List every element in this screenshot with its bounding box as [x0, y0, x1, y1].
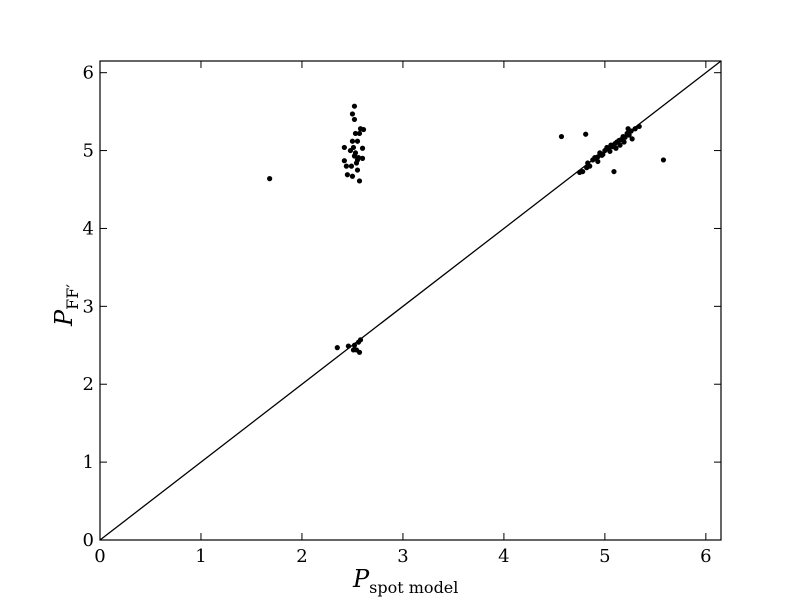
data-point-13 — [347, 147, 354, 154]
data-point-21 — [343, 163, 349, 169]
data-point-69 — [592, 154, 598, 161]
data-point-20 — [353, 160, 360, 166]
x-tick-label-6: 6 — [700, 546, 711, 567]
data-points — [267, 103, 667, 355]
data-point-8 — [349, 138, 356, 144]
y-axis-label: PFF′ — [50, 284, 82, 327]
data-point-29 — [351, 342, 358, 348]
data-point-65 — [629, 136, 635, 142]
data-point-17 — [359, 155, 366, 161]
data-point-6 — [352, 130, 359, 137]
y-tick-label-0: 0 — [83, 530, 94, 551]
y-axis-ticks: 0 1 2 3 4 5 6 — [83, 63, 721, 551]
y-tick-label-6: 6 — [83, 63, 94, 84]
data-point-68 — [599, 152, 605, 158]
data-point-72 — [595, 158, 601, 165]
data-point-38 — [611, 168, 617, 175]
data-point-9 — [354, 138, 361, 144]
y-tick-label-5: 5 — [83, 141, 94, 162]
data-point-19 — [341, 158, 347, 164]
data-point-5 — [360, 126, 367, 133]
x-tick-label-1: 1 — [195, 546, 206, 567]
data-point-37 — [660, 157, 667, 163]
data-point-34 — [356, 349, 363, 355]
data-point-7 — [356, 130, 363, 137]
x-tick-label-0: 0 — [94, 546, 105, 567]
data-point-23 — [354, 167, 361, 173]
data-point-2 — [349, 111, 356, 117]
data-point-31 — [357, 337, 364, 343]
data-point-12 — [359, 145, 366, 151]
data-point-35 — [558, 133, 565, 140]
data-point-24 — [344, 172, 350, 178]
x-axis-label-main: P — [352, 565, 370, 593]
data-point-15 — [351, 153, 358, 159]
x-axis-label-subscript: spot model — [369, 578, 458, 597]
data-point-10 — [341, 144, 347, 151]
x-tick-label-4: 4 — [498, 546, 509, 567]
data-point-66 — [617, 142, 623, 148]
y-tick-label-2: 2 — [83, 374, 94, 395]
data-point-3 — [351, 116, 358, 123]
y-tick-label-1: 1 — [83, 452, 94, 473]
data-point-22 — [348, 163, 355, 169]
data-point-70 — [625, 126, 631, 132]
data-point-40 — [580, 168, 586, 175]
x-axis-label: Pspot model — [352, 565, 458, 597]
data-point-26 — [356, 178, 363, 184]
data-point-67 — [607, 148, 613, 154]
x-tick-label-5: 5 — [599, 546, 610, 567]
data-point-1 — [351, 103, 358, 109]
data-point-73 — [621, 139, 627, 145]
data-point-36 — [583, 131, 589, 137]
y-tick-label-3: 3 — [83, 296, 94, 317]
y-axis-label-subscript: FF′ — [63, 284, 82, 310]
x-axis-ticks: 0 1 2 3 4 5 6 — [94, 61, 712, 567]
data-point-0 — [267, 176, 273, 182]
data-point-25 — [349, 173, 356, 179]
plot-frame — [99, 60, 722, 541]
data-point-71 — [613, 145, 619, 151]
y-axis-label-main: P — [50, 309, 78, 327]
x-tick-label-3: 3 — [397, 546, 408, 567]
data-point-43 — [585, 160, 591, 166]
x-tick-label-2: 2 — [296, 546, 307, 567]
data-point-28 — [345, 343, 351, 349]
data-point-63 — [632, 126, 638, 132]
data-point-59 — [622, 134, 628, 140]
data-point-61 — [626, 132, 632, 138]
data-point-64 — [636, 123, 642, 130]
data-point-27 — [334, 345, 340, 351]
y-tick-label-4: 4 — [83, 218, 94, 239]
